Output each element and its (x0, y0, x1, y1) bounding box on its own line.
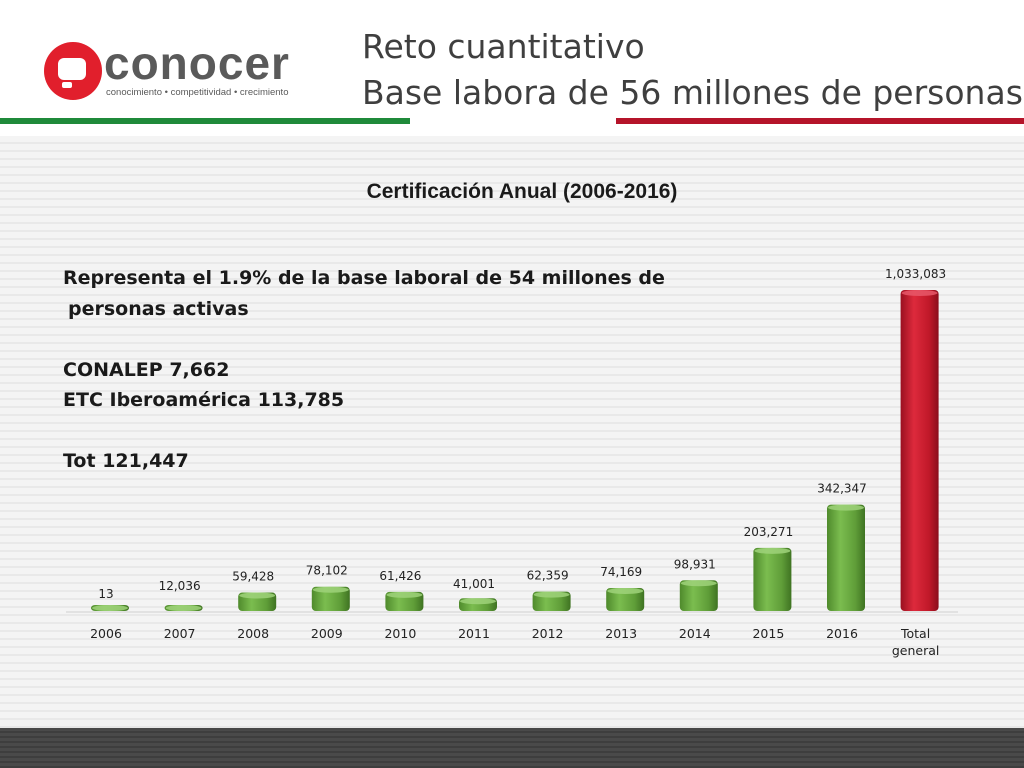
data-label: 12,036 (159, 579, 201, 593)
header: conocer conocimiento • competitividad • … (0, 0, 1024, 118)
slide-body (0, 136, 1024, 728)
slide-title: Reto cuantitativo Base labora de 56 mill… (362, 24, 1023, 116)
note-line-5: Tot 121,447 (63, 450, 189, 472)
footer-bar (0, 728, 1024, 768)
bar-cap (607, 587, 644, 594)
chart-bars: 13 2006 12,036 2007 59,428 2008 78,102 2009 61,4… (66, 267, 958, 658)
data-label: 342,347 (817, 482, 867, 496)
summary-note: Representa el 1.9% de la base laboral de… (63, 263, 665, 477)
accent-bar-green (0, 118, 410, 124)
bar-cap (312, 586, 349, 593)
data-label: 74,169 (600, 565, 642, 579)
bar-cap (239, 592, 276, 599)
category-label: Total (900, 626, 930, 641)
data-label: 78,102 (306, 564, 348, 578)
category-label: 2011 (458, 626, 490, 641)
logo-tagline: conocimiento • competitividad • crecimie… (106, 87, 289, 98)
conocer-logo: conocer conocimiento • competitividad • … (44, 37, 324, 102)
bar-2015 (753, 547, 792, 611)
bar-cap (460, 598, 496, 605)
slide-title-line-2: Base labora de 56 millones de personas (362, 73, 1023, 112)
category-label: 2015 (752, 626, 784, 641)
bar-total-general (900, 290, 939, 611)
data-label: 203,271 (744, 525, 794, 539)
chart-title: Certificación Anual (2006-2016) (366, 180, 678, 203)
bar-cap (92, 605, 128, 611)
bar-cap (680, 580, 717, 587)
note-line-2: personas activas (68, 297, 249, 320)
logo-mark-icon (44, 42, 102, 100)
data-label: 1,033,083 (885, 267, 946, 281)
bar-cap (533, 591, 570, 598)
category-label: general (892, 643, 940, 658)
bar-2016 (827, 504, 865, 611)
note-line-4: ETC Iberoamérica 113,785 (63, 389, 345, 411)
data-label: 62,359 (527, 569, 569, 583)
bar-2009 (311, 586, 350, 611)
data-label: 98,931 (674, 557, 716, 571)
category-label: 2006 (90, 626, 122, 641)
accent-bar-red (616, 118, 1024, 124)
category-label: 2013 (605, 626, 637, 641)
category-label: 2010 (384, 626, 416, 641)
bar-cap (165, 605, 202, 611)
category-label: 2012 (532, 626, 564, 641)
bar-2014 (679, 580, 718, 611)
category-label: 2014 (679, 626, 711, 641)
data-label: 13 (98, 587, 113, 601)
bar-2013 (606, 587, 645, 611)
bar-cap (901, 290, 938, 296)
slide-title-line-1: Reto cuantitativo (362, 27, 645, 66)
bar-cap (828, 504, 864, 511)
category-label: 2008 (237, 626, 269, 641)
data-label: 61,426 (379, 569, 421, 583)
data-label: 59,428 (232, 570, 274, 584)
bar-cap (386, 591, 423, 598)
bar-cap (754, 547, 791, 554)
note-line-3: CONALEP 7,662 (63, 358, 230, 381)
logo-wordmark: conocer (104, 37, 290, 89)
data-label: 41,001 (453, 577, 495, 591)
category-label: 2009 (311, 626, 343, 641)
category-label: 2016 (826, 626, 858, 641)
category-label: 2007 (164, 626, 196, 641)
note-line-1: Representa el 1.9% de la base laboral de… (63, 267, 665, 289)
